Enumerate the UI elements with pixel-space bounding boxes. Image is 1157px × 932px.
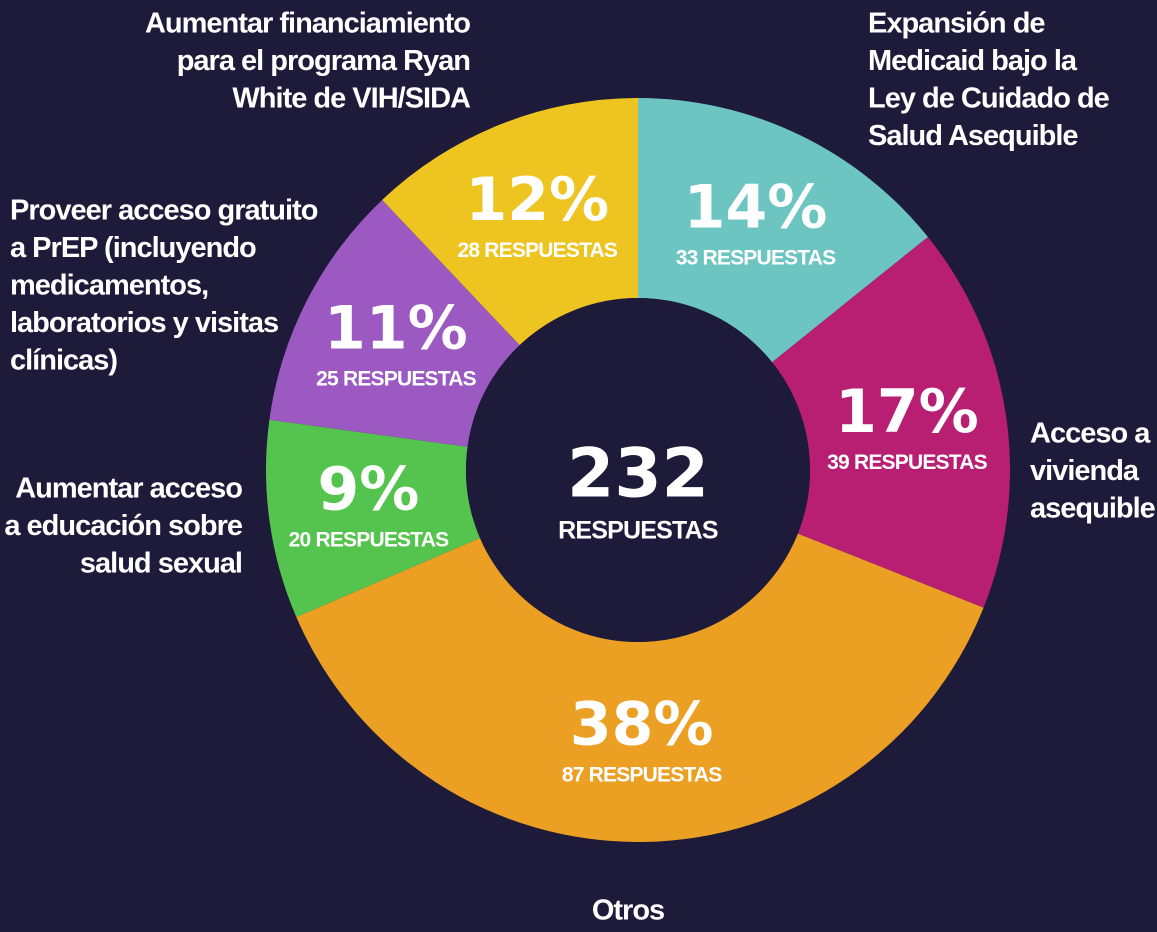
count-label: 87 RESPUESTAS <box>562 764 722 787</box>
slice-label: medicamentos, <box>10 270 208 302</box>
slice-label: Aumentar financiamiento <box>145 8 470 40</box>
slice-label: para el programa Ryan <box>177 45 470 77</box>
slice-label: vivienda <box>1030 455 1140 487</box>
slice <box>772 236 1010 608</box>
slice-label: salud sexual <box>80 548 242 580</box>
total-label: RESPUESTAS <box>558 517 718 545</box>
percent-label: 9% <box>318 454 420 524</box>
slice-label: Otros <box>592 895 664 927</box>
count-label: 33 RESPUESTAS <box>676 246 836 269</box>
slice-label: laboratorios y visitas <box>10 307 278 339</box>
slice-label: clínicas) <box>10 345 117 377</box>
slice-label: Expansión de <box>868 8 1045 40</box>
slice <box>382 98 638 346</box>
slice-label: a educación sobre <box>4 510 243 542</box>
slice-label: White de VIH/SIDA <box>232 83 471 115</box>
slice-label: Aumentar acceso <box>15 473 242 505</box>
slice <box>296 533 984 842</box>
slice <box>638 98 928 363</box>
percent-label: 11% <box>324 293 468 363</box>
slice-label: a PrEP (incluyendo <box>10 232 256 264</box>
slice-label: Ley de Cuidado de <box>868 83 1110 115</box>
slice-label: Salud Asequible <box>868 120 1078 152</box>
count-label: 20 RESPUESTAS <box>289 528 449 551</box>
count-label: 25 RESPUESTAS <box>316 367 476 390</box>
percent-label: 12% <box>466 165 610 235</box>
slice-label: Medicaid bajo la <box>868 45 1078 77</box>
slice <box>266 419 480 617</box>
total-value: 232 <box>567 435 709 514</box>
donut-hole <box>466 298 810 642</box>
count-label: 39 RESPUESTAS <box>827 451 987 474</box>
count-label: 28 RESPUESTAS <box>458 239 618 262</box>
slice-label: Acceso a <box>1030 418 1151 450</box>
percent-label: 38% <box>570 690 714 760</box>
slice <box>269 199 520 447</box>
slice-label: Proveer acceso gratuito <box>10 195 318 227</box>
percent-label: 17% <box>835 377 979 447</box>
percent-label: 14% <box>684 172 828 242</box>
slice-label: asequible <box>1030 493 1156 525</box>
